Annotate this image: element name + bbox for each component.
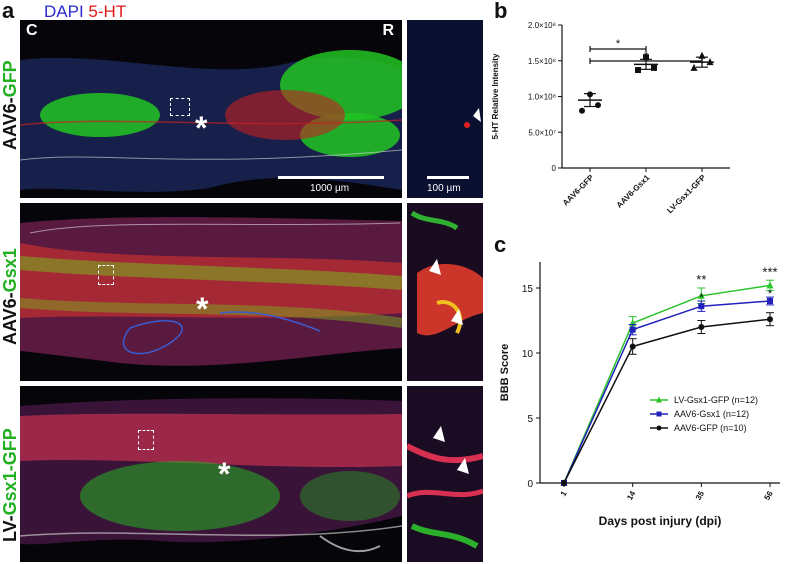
inset-tissue-aav6-gfp xyxy=(407,20,483,198)
y-tick-label: 1.5×10⁸ xyxy=(528,57,556,66)
tissue-aav6-gsx1 xyxy=(20,217,402,366)
x-tick-label: 35 xyxy=(694,489,707,502)
inset-aav6-gfp: 100 µm xyxy=(407,20,483,198)
y-tick-label: 0 xyxy=(527,479,533,490)
panel-b-letter: b xyxy=(494,0,508,23)
data-point xyxy=(561,480,567,486)
x-tick-label: AAV6-Gsx1 xyxy=(615,173,652,210)
data-point xyxy=(698,324,705,330)
data-point xyxy=(698,303,705,310)
inset-tissue-lv-gsx1-gfp xyxy=(407,386,483,562)
inset-lv-gsx1-gfp xyxy=(407,386,483,562)
micrograph-lv-gsx1-gfp: * xyxy=(20,386,402,562)
legend-swatch-marker xyxy=(656,411,662,417)
x-tick-label: AAV6-GFP xyxy=(561,173,596,208)
y-tick-label: 2.0×10⁸ xyxy=(528,21,556,30)
series-line xyxy=(563,318,771,484)
x-axis-label: Days post injury (dpi) xyxy=(599,514,722,528)
scale-bar-inset-label: 100 µm xyxy=(427,183,461,194)
chart-b-intensity: 0 5.0×10⁷ 1.0×10⁸ 1.5×10⁸ 2.0×10⁸ 5-HT Relati… xyxy=(491,21,730,216)
significance-annotation: * xyxy=(699,292,704,304)
tissue-lv-gsx1-gfp xyxy=(20,398,402,553)
y-tick-label: 5 xyxy=(527,414,533,425)
orientation-right: R xyxy=(382,22,394,39)
inset-region-box xyxy=(170,98,190,116)
significance-annotation: *** xyxy=(762,264,777,279)
significance-label: * xyxy=(616,38,621,50)
data-point xyxy=(697,291,705,299)
y-tick-label: 1.0×10⁸ xyxy=(528,93,556,102)
inset-region-box xyxy=(138,430,154,450)
legend-label: AAV6-GFP (n=10) xyxy=(674,423,746,433)
y-axis-label: BBB Score xyxy=(499,344,511,401)
dapi-label: DAPI xyxy=(44,2,84,21)
inset-region-box xyxy=(98,265,114,285)
stain-legend: DAPI 5-HT xyxy=(44,2,126,22)
x-tick-label: LV-Gsx1-GFP xyxy=(665,173,708,216)
x-tick-label: 14 xyxy=(625,489,638,502)
legend-swatch-marker xyxy=(656,425,662,431)
data-point xyxy=(766,281,774,289)
inset-tissue-aav6-gsx1 xyxy=(407,203,483,381)
data-point xyxy=(651,64,657,71)
data-point xyxy=(767,298,773,304)
legend-label: AAV6-Gsx1 (n=12) xyxy=(674,409,749,419)
data-point xyxy=(643,54,649,61)
data-point xyxy=(690,63,698,71)
scale-bar-main xyxy=(278,176,384,179)
data-point xyxy=(595,102,601,109)
data-point xyxy=(629,343,636,350)
series-line xyxy=(563,284,771,484)
row-label-lv-gsx1-gfp: LV-Gsx1-GFP xyxy=(0,428,20,542)
panel-c-letter: c xyxy=(494,232,507,257)
x-tick-label: 1 xyxy=(559,489,569,498)
y-axis-label: 5-HT Relative Intensity xyxy=(491,53,500,139)
data-point xyxy=(635,67,641,74)
significance-annotation: ** xyxy=(696,272,706,287)
data-point xyxy=(767,316,773,323)
row-label-aav6-gfp: AAV6-GFP xyxy=(0,60,20,150)
significance-annotation: * xyxy=(768,288,773,300)
series-line xyxy=(563,300,771,484)
lesion-asterisk: * xyxy=(196,291,209,327)
data-point xyxy=(706,58,714,66)
data-point xyxy=(698,51,706,59)
data-point xyxy=(587,91,593,98)
lesion-asterisk: * xyxy=(195,110,208,146)
data-point xyxy=(579,107,585,114)
x-tick-label: 56 xyxy=(762,489,775,502)
significance-label: * xyxy=(644,50,649,62)
legend-swatch-marker xyxy=(656,396,662,403)
5ht-label: 5-HT xyxy=(88,2,127,21)
scale-bar-main-label: 1000 µm xyxy=(310,183,350,194)
y-tick-label: 0 xyxy=(552,164,557,173)
y-tick-label: 5.0×10⁷ xyxy=(528,128,556,137)
inset-aav6-gsx1 xyxy=(407,203,483,381)
row-label-aav6-gsx1: AAV6-Gsx1 xyxy=(0,248,20,345)
y-tick-label: 10 xyxy=(522,349,534,360)
micrograph-aav6-gfp: C R * 1000 µm xyxy=(20,20,402,198)
y-tick-label: 15 xyxy=(522,284,534,295)
panel-a-letter: a xyxy=(2,0,15,23)
orientation-left: C xyxy=(26,22,38,39)
lesion-asterisk: * xyxy=(218,456,231,492)
scale-bar-inset xyxy=(427,176,469,179)
tissue-aav6-gfp xyxy=(20,50,402,192)
data-point xyxy=(629,326,636,333)
micrograph-aav6-gsx1: * xyxy=(20,203,402,381)
chart-c-bbb: 0 5 10 15 BBB Score 1 14 35 56 Days post injury (… xyxy=(499,262,780,528)
legend-label: LV-Gsx1-GFP (n=12) xyxy=(674,395,758,405)
